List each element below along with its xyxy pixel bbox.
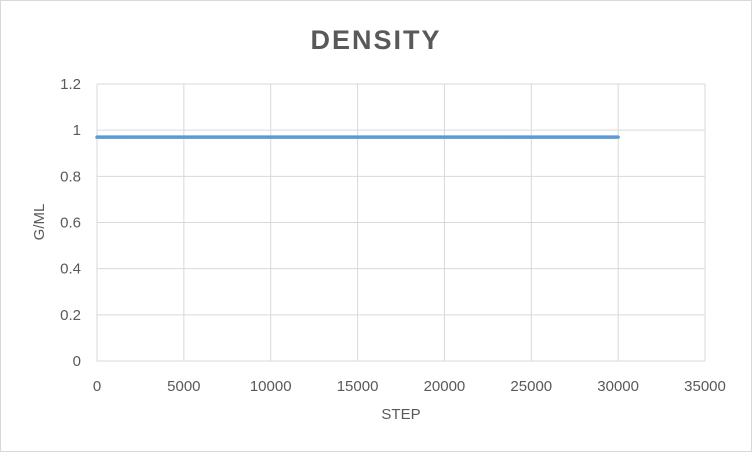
- x-tick-label: 25000: [510, 378, 552, 395]
- y-tick-label: 0: [73, 353, 81, 370]
- x-tick-label: 15000: [337, 378, 379, 395]
- x-tick-label: 20000: [424, 378, 466, 395]
- x-tick-label: 10000: [250, 378, 292, 395]
- y-tick-label: 1.2: [60, 76, 81, 93]
- chart-title: DENSITY: [310, 25, 441, 55]
- y-tick-label: 1: [73, 122, 81, 139]
- y-tick-label: 0.8: [60, 168, 81, 185]
- y-tick-label: 0.4: [60, 261, 81, 278]
- y-axis-label: G/ML: [31, 204, 48, 241]
- y-tick-label: 0.2: [60, 307, 81, 324]
- gridlines: [96, 83, 706, 362]
- x-tick-labels: 0 5000 10000 15000 20000 25000 30000 35000: [93, 378, 726, 395]
- x-tick-label: 5000: [167, 378, 200, 395]
- x-axis-label: STEP: [381, 406, 420, 423]
- y-tick-label: 0.6: [60, 215, 81, 232]
- y-tick-labels: 0 0.2 0.4 0.6 0.8 1 1.2: [60, 76, 81, 370]
- x-tick-label: 35000: [684, 378, 726, 395]
- x-tick-label: 30000: [597, 378, 639, 395]
- x-tick-label: 0: [93, 378, 101, 395]
